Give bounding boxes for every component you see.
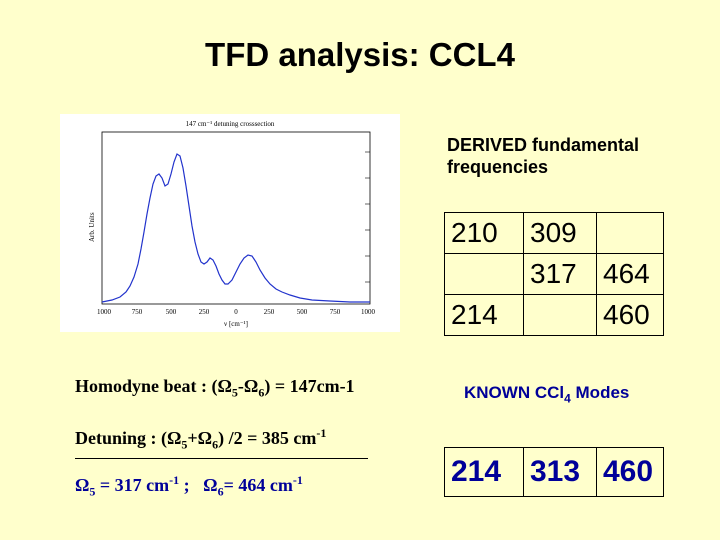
table-row: 210 309 [444, 212, 664, 254]
derived-heading-line1: DERIVED fundamental [447, 135, 640, 155]
table-cell: 460 [596, 294, 664, 336]
spectrum-curve [101, 153, 370, 303]
table-cell [596, 212, 664, 254]
x-tick-label: 750 [330, 308, 341, 316]
plot-frame [101, 131, 371, 305]
table-cell: 313 [523, 447, 597, 497]
x-tick-label: 0 [234, 308, 238, 316]
table-cell [523, 294, 597, 336]
detuning-text: Detuning : (Ω5+Ω6) /2 = 385 cm-1 [75, 426, 327, 452]
table-row: 317 464 [444, 253, 664, 295]
table-cell: 210 [444, 212, 524, 254]
page-title: TFD analysis: CCL4 [205, 36, 515, 73]
divider [75, 458, 368, 459]
x-tick-label: 1000 [361, 308, 376, 316]
plot-ylabel: Arb. Units [88, 212, 96, 242]
table-row: 214 460 [444, 294, 664, 336]
derived-heading-line2: frequencies [447, 157, 549, 177]
x-tick-label: 500 [297, 308, 308, 316]
known-modes-table: 214 313 460 [444, 447, 664, 497]
derived-frequency-table: 210 309 317 464 214 460 [444, 212, 664, 336]
plot-xlabel: ν [cm⁻¹] [224, 320, 248, 328]
x-tick-label: 1000 [97, 308, 112, 316]
omega-values-text: Ω5 = 317 cm-1 ; Ω6= 464 cm-1 [75, 473, 303, 499]
table-row: 214 313 460 [444, 447, 664, 497]
table-cell: 214 [444, 294, 524, 336]
y-ticks [365, 151, 370, 283]
x-tick-label: 500 [166, 308, 177, 316]
derived-heading: DERIVED fundamental frequencies [447, 134, 639, 178]
table-cell: 317 [523, 253, 597, 295]
spectrum-plot-svg: 147 cm⁻¹ detuning crosssection Arb. Unit… [88, 120, 376, 328]
table-cell: 309 [523, 212, 597, 254]
homodyne-beat-text: Homodyne beat : (Ω5-Ω6) = 147cm-1 [75, 376, 355, 400]
known-modes-label: KNOWN CCl4 Modes [464, 383, 630, 406]
table-cell: 464 [596, 253, 664, 295]
x-tick-label: 750 [132, 308, 143, 316]
table-cell: 214 [444, 447, 524, 497]
x-tick-label: 250 [264, 308, 275, 316]
spectrum-plot: 147 cm⁻¹ detuning crosssection Arb. Unit… [60, 114, 400, 332]
table-cell [444, 253, 524, 295]
table-cell: 460 [596, 447, 664, 497]
x-tick-labels: 1000 750 500 250 0 250 500 750 1000 [97, 308, 376, 316]
plot-title: 147 cm⁻¹ detuning crosssection [186, 120, 275, 128]
x-tick-label: 250 [199, 308, 210, 316]
